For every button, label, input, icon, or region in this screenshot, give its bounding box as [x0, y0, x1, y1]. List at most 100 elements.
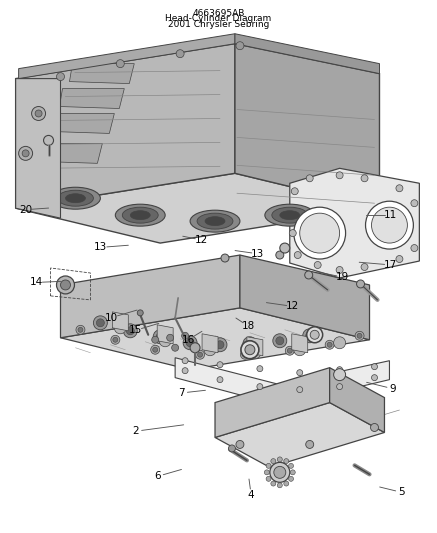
Circle shape [249, 347, 261, 359]
Circle shape [236, 42, 244, 50]
Text: 15: 15 [129, 325, 142, 335]
Circle shape [336, 367, 343, 373]
Circle shape [196, 350, 205, 359]
Circle shape [97, 319, 104, 327]
Circle shape [217, 362, 223, 368]
Text: 11: 11 [384, 210, 397, 220]
Circle shape [371, 207, 407, 243]
Text: 9: 9 [389, 384, 396, 394]
Circle shape [221, 254, 229, 262]
Polygon shape [240, 255, 370, 340]
Circle shape [287, 348, 292, 353]
Polygon shape [16, 173, 379, 243]
Circle shape [114, 322, 126, 334]
Circle shape [333, 337, 346, 349]
Circle shape [289, 230, 296, 237]
Text: 14: 14 [30, 278, 43, 287]
Circle shape [257, 384, 263, 390]
Circle shape [285, 346, 294, 355]
Circle shape [35, 110, 42, 117]
Ellipse shape [66, 193, 85, 203]
Polygon shape [202, 334, 218, 353]
Ellipse shape [197, 213, 233, 229]
Text: 17: 17 [384, 260, 397, 270]
Circle shape [288, 477, 294, 481]
Polygon shape [16, 78, 60, 218]
Circle shape [277, 483, 282, 488]
Circle shape [276, 251, 284, 259]
Circle shape [153, 330, 167, 344]
Circle shape [307, 327, 323, 343]
Circle shape [284, 458, 289, 464]
Circle shape [123, 324, 137, 338]
Circle shape [333, 369, 346, 381]
Circle shape [310, 330, 319, 340]
Circle shape [236, 440, 244, 448]
Circle shape [113, 337, 118, 342]
Circle shape [266, 477, 271, 481]
Circle shape [216, 341, 224, 349]
Text: 5: 5 [398, 487, 405, 497]
Circle shape [290, 470, 295, 475]
Circle shape [300, 213, 340, 253]
Circle shape [246, 340, 254, 348]
Ellipse shape [122, 207, 158, 223]
Circle shape [264, 470, 269, 475]
Circle shape [357, 333, 362, 338]
Circle shape [94, 316, 108, 330]
Polygon shape [19, 34, 235, 78]
Polygon shape [215, 368, 329, 438]
Circle shape [271, 481, 276, 486]
Circle shape [152, 336, 159, 343]
Ellipse shape [58, 190, 94, 206]
Circle shape [190, 343, 200, 353]
Circle shape [257, 366, 263, 372]
Circle shape [297, 386, 303, 393]
Polygon shape [69, 63, 134, 84]
Circle shape [357, 280, 364, 288]
Circle shape [116, 60, 124, 68]
Text: 20: 20 [19, 205, 32, 215]
Circle shape [153, 347, 158, 352]
Text: 13: 13 [94, 243, 108, 252]
Circle shape [306, 332, 314, 340]
Circle shape [22, 150, 29, 157]
Polygon shape [175, 358, 389, 406]
Circle shape [217, 377, 223, 383]
Circle shape [213, 338, 227, 352]
Circle shape [325, 340, 334, 349]
Circle shape [78, 327, 83, 332]
Polygon shape [60, 308, 370, 370]
Circle shape [274, 466, 286, 478]
Polygon shape [157, 325, 173, 344]
Circle shape [56, 72, 65, 80]
Circle shape [182, 368, 188, 374]
Circle shape [355, 332, 364, 340]
Circle shape [336, 384, 343, 390]
Ellipse shape [265, 204, 315, 226]
Circle shape [371, 424, 378, 432]
Circle shape [204, 344, 216, 356]
Circle shape [306, 440, 314, 448]
Ellipse shape [115, 204, 165, 226]
Ellipse shape [280, 211, 300, 220]
Circle shape [229, 445, 236, 452]
Circle shape [396, 185, 403, 192]
Circle shape [371, 375, 378, 381]
Circle shape [156, 333, 164, 341]
Circle shape [327, 342, 332, 347]
Circle shape [365, 201, 413, 249]
Circle shape [411, 200, 418, 207]
Circle shape [371, 364, 378, 370]
Circle shape [151, 345, 160, 354]
Circle shape [276, 337, 284, 345]
Polygon shape [112, 312, 128, 331]
Circle shape [305, 271, 313, 279]
Ellipse shape [51, 187, 101, 209]
Polygon shape [247, 337, 263, 356]
Circle shape [277, 457, 282, 462]
Circle shape [284, 481, 289, 486]
Circle shape [291, 188, 298, 195]
Ellipse shape [205, 216, 225, 225]
Circle shape [243, 337, 257, 351]
